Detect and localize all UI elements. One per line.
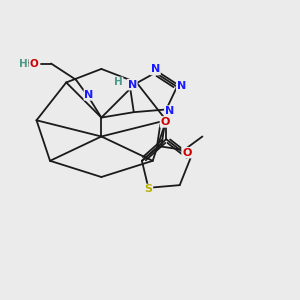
Text: H: H [22,58,30,68]
Text: O: O [182,148,191,158]
Text: H: H [114,77,122,87]
Text: -: - [31,58,35,68]
Text: N: N [151,64,160,74]
Text: H: H [19,58,27,68]
Text: N: N [177,81,186,91]
Text: N: N [128,80,137,90]
Text: N: N [165,106,174,116]
Text: O: O [160,117,170,127]
Text: N: N [84,90,94,100]
Text: S: S [144,184,152,194]
Text: O: O [29,58,38,68]
